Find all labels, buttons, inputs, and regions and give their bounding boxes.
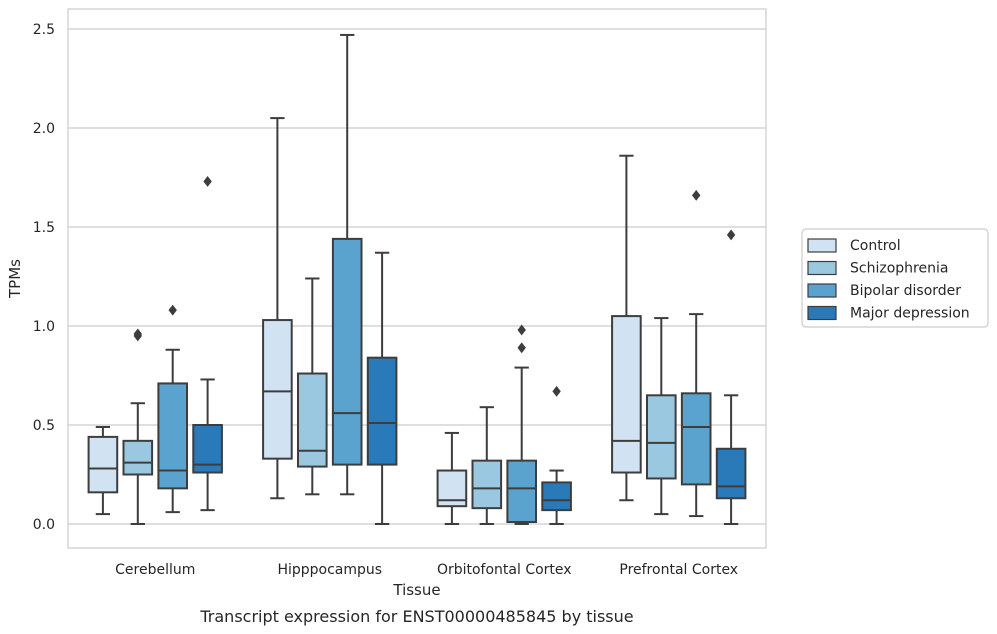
legend-swatch: [807, 305, 837, 321]
y-axis-label: TPMs: [6, 259, 24, 299]
x-tick-label: Cerebellum: [115, 562, 195, 578]
box-schizophrenia: [296, 277, 328, 496]
chart-caption: Transcript expression for ENST0000048584…: [199, 607, 633, 626]
plot-area: [67, 8, 767, 549]
box-major-depression: [541, 385, 572, 525]
y-axis-ticks: 0.0 0.5 1.0 1.5 2.0 2.5: [33, 22, 55, 533]
box-bipolar-disorder: [331, 33, 363, 496]
legend-label: Bipolar disorder: [850, 283, 961, 299]
box-series: [87, 33, 747, 525]
legend: Control Schizophrenia Bipolar disorder Majo…: [801, 228, 989, 328]
y-tick-label: 2.0: [33, 121, 55, 137]
outlier-point: [168, 304, 177, 316]
box-iqr: [87, 435, 119, 494]
box-schizophrenia: [645, 317, 677, 516]
legend-label: Major depression: [850, 306, 970, 322]
box-control: [262, 117, 293, 500]
x-axis-ticks: Cerebellum Hipppocampus Orbitofontal Corte…: [115, 562, 738, 578]
y-tick-label: 1.0: [33, 319, 55, 335]
box-iqr: [541, 481, 572, 512]
box-bipolar-disorder: [680, 189, 712, 518]
outlier-point: [552, 385, 561, 397]
box-iqr: [506, 459, 538, 524]
box-schizophrenia: [471, 406, 503, 525]
box-control: [436, 431, 468, 525]
box-iqr: [157, 382, 189, 490]
outlier-point: [692, 189, 701, 201]
outlier-point: [517, 324, 526, 336]
box-iqr: [471, 459, 503, 510]
box-iqr: [122, 439, 154, 476]
box-bipolar-disorder: [157, 304, 189, 514]
box-major-depression: [715, 229, 747, 525]
y-tick-label: 0.5: [33, 418, 55, 434]
legend-swatch: [807, 283, 837, 298]
box-control: [611, 154, 642, 502]
legend-swatch: [807, 260, 837, 276]
x-tick-label: Orbitofontal Cortex: [437, 562, 572, 578]
x-axis-label: Tissue: [392, 581, 440, 599]
box-major-depression: [192, 176, 223, 512]
box-iqr: [366, 356, 398, 466]
box-iqr: [645, 394, 677, 480]
box-iqr: [296, 372, 328, 468]
x-tick-label: Hipppocampus: [277, 562, 382, 578]
legend-frame: [801, 228, 989, 328]
x-tick-label: Prefrontal Cortex: [619, 562, 738, 578]
legend-label: Schizophrenia: [850, 261, 948, 277]
y-tick-label: 2.5: [33, 22, 55, 38]
legend-label: Control: [850, 238, 901, 254]
legend-swatch: [807, 238, 837, 253]
box-iqr: [262, 319, 293, 460]
box-bipolar-disorder: [506, 324, 538, 525]
outlier-point: [133, 328, 142, 340]
y-tick-label: 1.5: [33, 220, 55, 236]
box-control: [87, 425, 119, 516]
box-major-depression: [366, 251, 398, 525]
box-iqr: [331, 237, 363, 466]
box-iqr: [680, 392, 712, 486]
outlier-point: [203, 176, 212, 187]
box-iqr: [715, 447, 747, 500]
outlier-point: [517, 342, 526, 354]
outlier-point: [726, 229, 736, 241]
box-iqr: [611, 315, 642, 474]
box-schizophrenia: [122, 328, 154, 525]
y-tick-label: 0.0: [33, 517, 55, 533]
